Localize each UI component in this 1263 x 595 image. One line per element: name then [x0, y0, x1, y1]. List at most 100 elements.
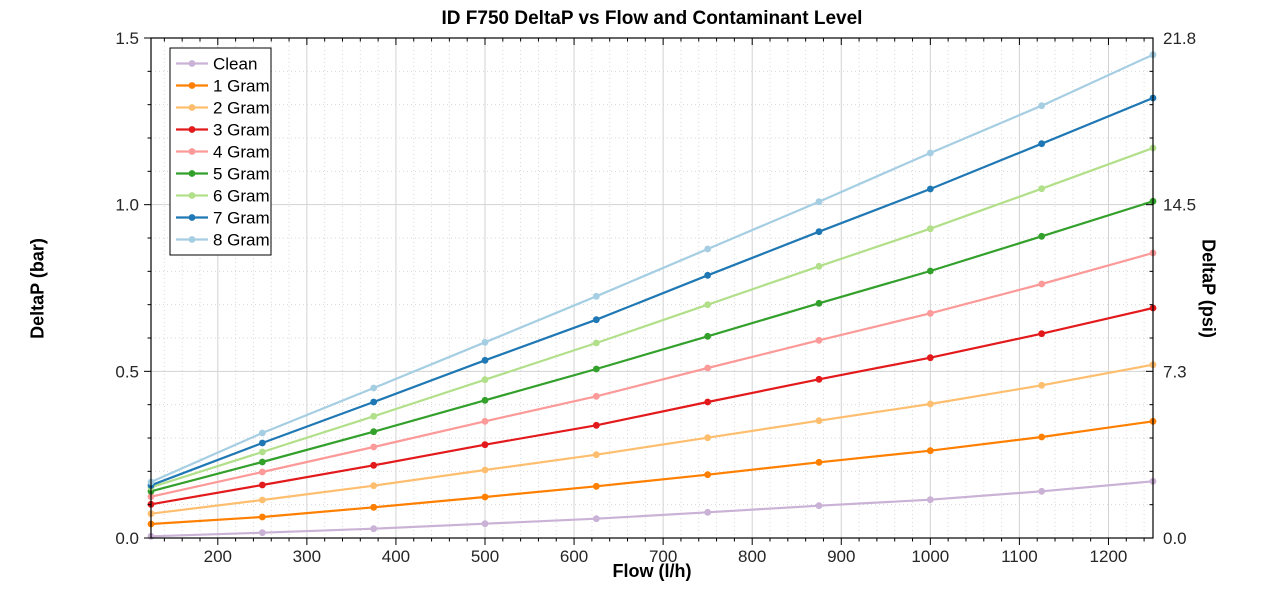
series-line [150, 420, 1154, 526]
data-point-marker [704, 245, 712, 253]
y-left-tick-label: 1.0 [115, 196, 139, 215]
data-point-marker [704, 364, 712, 372]
data-point-marker [1038, 487, 1046, 495]
data-point-marker [258, 448, 266, 456]
data-point-marker [370, 443, 378, 451]
series-4-gram [147, 249, 1157, 501]
data-point-marker [592, 451, 600, 459]
series-line [150, 251, 1154, 498]
legend-label: 1 Gram [213, 77, 270, 96]
legend-marker [188, 60, 196, 67]
data-point-marker [258, 439, 266, 447]
data-point-marker [704, 301, 712, 309]
legend-item-6-gram: 6 Gram [176, 187, 270, 206]
x-tick-label: 1200 [1090, 547, 1128, 566]
data-point-marker [481, 466, 489, 474]
x-tick-label: 1000 [911, 547, 949, 566]
data-point-marker [704, 332, 712, 340]
x-axis-label: Flow (l/h) [612, 561, 692, 581]
x-tick-label: 700 [649, 547, 677, 566]
data-point-marker [926, 400, 934, 408]
data-point-marker [481, 417, 489, 425]
x-tick-label: 900 [827, 547, 855, 566]
tick-labels: 200 300 400 500 600 700 800 900 1000 1100 1200 0.0 0… [115, 29, 1196, 566]
data-point-marker [592, 421, 600, 429]
data-point-marker [481, 356, 489, 364]
series-line [150, 363, 1154, 515]
data-point-marker [370, 398, 378, 406]
legend-marker [188, 82, 196, 89]
series-clean [147, 477, 1157, 540]
data-point-marker [926, 496, 934, 504]
legend-label: 8 Gram [213, 231, 270, 250]
data-point-marker [258, 458, 266, 466]
data-point-marker [592, 292, 600, 300]
data-point-marker [592, 392, 600, 400]
series-line [150, 200, 1154, 493]
x-tick-label: 300 [293, 547, 321, 566]
y-right-tick-label: 14.5 [1163, 196, 1196, 215]
series-line [150, 480, 1154, 538]
legend-item-5-gram: 5 Gram [176, 165, 270, 184]
data-point-marker [704, 434, 712, 442]
y-left-tick-label: 1.5 [115, 29, 139, 48]
y-right-tick-label: 21.8 [1163, 29, 1196, 48]
series-line [150, 146, 1154, 489]
data-point-marker [704, 471, 712, 479]
data-point-marker [370, 503, 378, 511]
data-point-marker [815, 458, 823, 466]
legend-marker [188, 104, 196, 111]
x-tick-label: 400 [382, 547, 410, 566]
data-point-marker [1038, 433, 1046, 441]
data-point-marker [592, 482, 600, 490]
data-point-marker [481, 396, 489, 404]
x-tick-label: 600 [560, 547, 588, 566]
x-tick-label: 200 [204, 547, 232, 566]
series-line [150, 96, 1154, 487]
data-point-marker [258, 513, 266, 521]
legend: Clean 1 Gram 2 Gram 3 Gram 4 Gram 5 Gram 6 Gra… [169, 47, 272, 256]
data-point-marker [258, 429, 266, 437]
data-point-marker [1038, 330, 1046, 338]
legend-marker [188, 148, 196, 155]
series-5-gram [147, 197, 1157, 495]
legend-item-1-gram: 1 Gram [176, 77, 270, 96]
data-point-marker [370, 482, 378, 490]
data-point-marker [704, 398, 712, 406]
legend-item-2-gram: 2 Gram [176, 99, 270, 118]
x-tick-label: 1100 [1001, 547, 1038, 566]
legend-label: 6 Gram [213, 187, 270, 206]
legend-item-3-gram: 3 Gram [176, 121, 270, 140]
data-point-marker [1038, 381, 1046, 389]
legend-label: Clean [213, 55, 257, 74]
legend-item-clean: Clean [176, 55, 257, 74]
data-point-marker [370, 412, 378, 420]
series-8-gram [147, 51, 1157, 486]
data-point-marker [1038, 102, 1046, 110]
series-line [150, 53, 1154, 484]
data-point-marker [815, 299, 823, 307]
data-point-marker [815, 228, 823, 236]
data-point-marker [592, 339, 600, 347]
x-tick-label: 800 [738, 547, 766, 566]
data-point-marker [815, 198, 823, 206]
data-point-marker [370, 384, 378, 392]
grid-minor [151, 38, 1153, 538]
data-point-marker [481, 376, 489, 384]
data-point-marker [815, 502, 823, 510]
axes-border [150, 37, 1154, 539]
chart-title: ID F750 DeltaP vs Flow and Contaminant L… [441, 8, 863, 29]
data-point-marker [1038, 140, 1046, 148]
data-point-marker [1038, 280, 1046, 288]
data-point-marker [258, 468, 266, 476]
series-line [150, 306, 1154, 506]
data-point-marker [258, 529, 266, 537]
legend-item-7-gram: 7 Gram [176, 209, 270, 228]
y-right-tick-label: 7.3 [1163, 362, 1187, 381]
y-left-tick-label: 0.5 [115, 362, 139, 381]
data-point-marker [704, 508, 712, 516]
data-point-marker [815, 375, 823, 383]
legend-marker [188, 236, 196, 243]
data-point-marker [592, 515, 600, 523]
